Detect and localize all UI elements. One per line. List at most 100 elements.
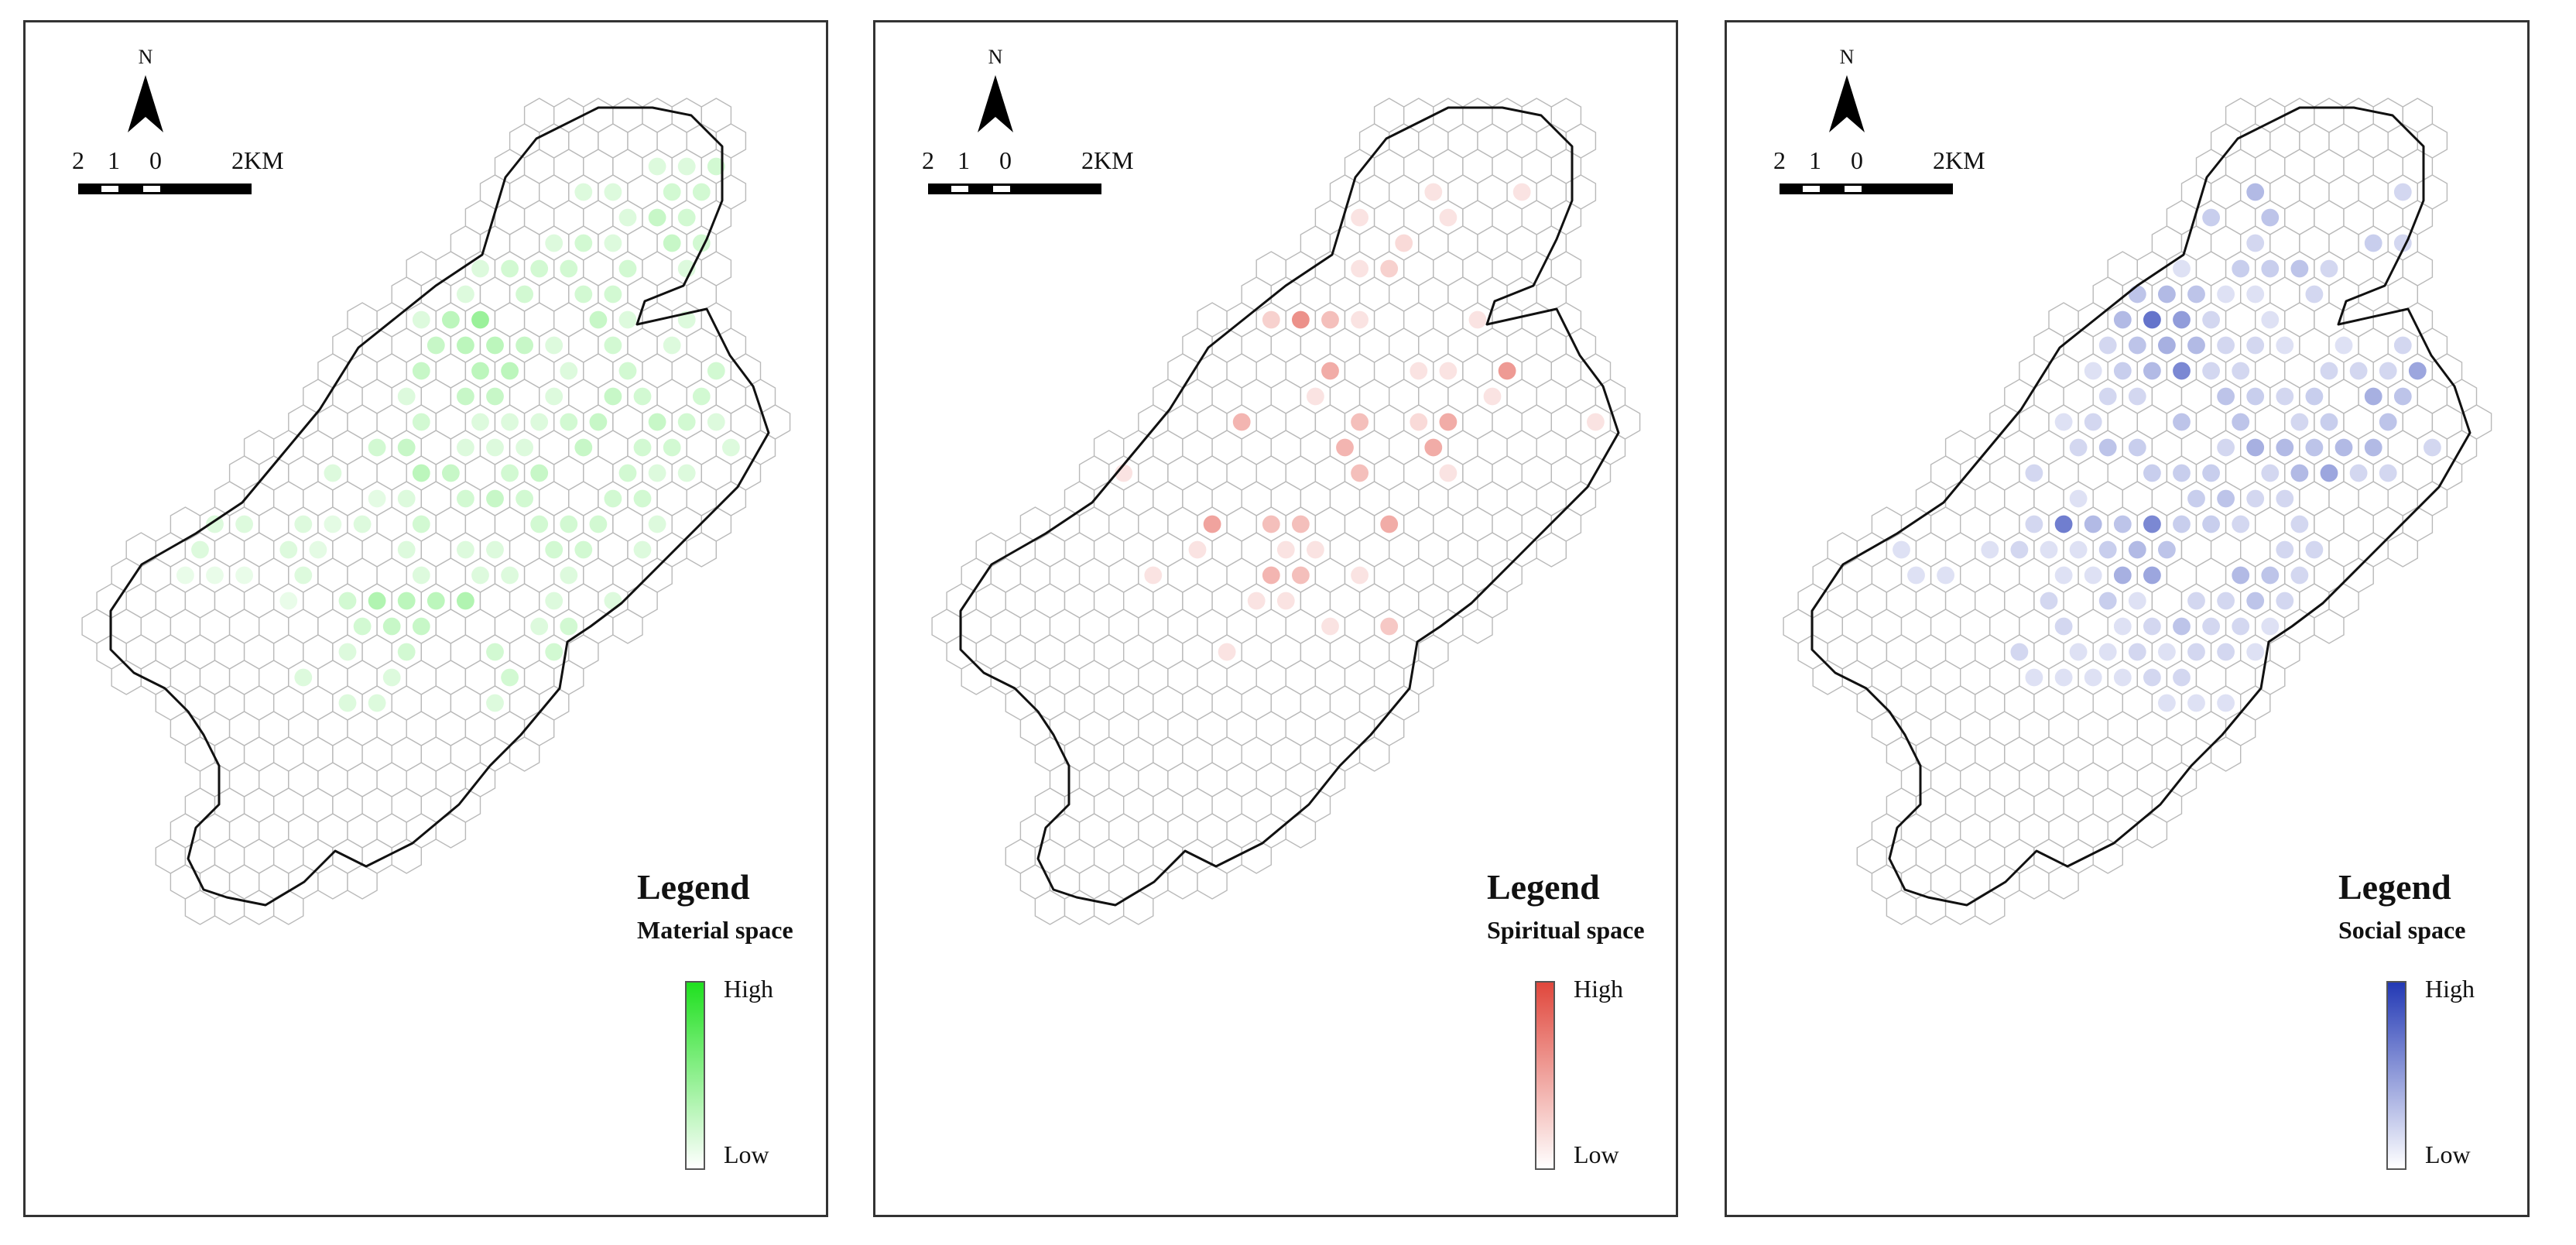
intensity-dot [2158, 694, 2176, 712]
intensity-dot [2364, 438, 2382, 457]
intensity-dot [648, 413, 666, 431]
intensity-dot [2261, 259, 2280, 278]
intensity-dot [486, 387, 504, 406]
intensity-dot [2290, 515, 2309, 533]
scale-tick-label: 2 [1773, 146, 1786, 174]
intensity-dot [1292, 566, 1310, 585]
intensity-dot [235, 566, 253, 585]
intensity-dot [560, 566, 578, 585]
intensity-dot [604, 489, 622, 508]
intensity-dot [1351, 413, 1368, 431]
intensity-dot [2290, 464, 2309, 482]
intensity-dot [397, 643, 416, 661]
intensity-dot [2187, 336, 2205, 355]
intensity-dot [2276, 387, 2294, 406]
intensity-dot [2320, 362, 2338, 380]
intensity-dot [1351, 310, 1368, 329]
intensity-dot [2246, 643, 2265, 661]
intensity-dot [501, 362, 519, 380]
intensity-dot [633, 438, 652, 457]
intensity-dot [2143, 464, 2161, 482]
intensity-dot [530, 259, 549, 278]
intensity-dot [353, 515, 372, 533]
intensity-dot [2408, 362, 2427, 380]
scale-bar: 2 1 0 2KM [72, 146, 284, 216]
legend-low-label: Low [2425, 1140, 2471, 1168]
intensity-dot [2084, 566, 2102, 585]
intensity-dot [2334, 336, 2353, 355]
intensity-dot [707, 157, 725, 176]
intensity-dot [2187, 489, 2205, 508]
intensity-dot [2158, 643, 2176, 661]
intensity-dot [2276, 438, 2294, 457]
intensity-dot [2290, 566, 2309, 585]
intensity-dot [1292, 515, 1310, 533]
intensity-dot [618, 362, 637, 380]
intensity-dot [618, 259, 637, 278]
intensity-dot [1351, 566, 1368, 585]
intensity-dot [2143, 566, 2161, 585]
intensity-dot [235, 515, 253, 533]
legend-color-ramp [1535, 981, 1555, 1170]
intensity-dot [2276, 336, 2294, 355]
intensity-dot [397, 592, 416, 610]
region-boundary [959, 106, 1620, 907]
scale-tick-label: 1 [108, 146, 120, 174]
intensity-dot [368, 592, 386, 610]
intensity-dot [560, 413, 578, 431]
intensity-dot [2113, 668, 2132, 687]
intensity-dot [604, 234, 622, 252]
intensity-dot [1247, 592, 1266, 610]
intensity-dot [618, 310, 637, 329]
intensity-dot [2069, 438, 2088, 457]
north-arrow-icon [1829, 75, 1865, 132]
intensity-dot [368, 489, 386, 508]
intensity-dot [604, 592, 622, 610]
intensity-dot [530, 515, 549, 533]
hex-cell [435, 813, 467, 849]
intensity-dot [2187, 592, 2205, 610]
intensity-dot [633, 489, 652, 508]
intensity-dot [2054, 515, 2073, 533]
intensity-dot [2128, 540, 2146, 559]
intensity-dot [545, 643, 564, 661]
hex-grid-map [81, 98, 791, 925]
intensity-dot [589, 515, 608, 533]
intensity-dot [486, 694, 504, 712]
intensity-dot [471, 566, 489, 585]
intensity-dot [2025, 668, 2043, 687]
intensity-dot [589, 413, 608, 431]
intensity-dot [2173, 362, 2191, 380]
intensity-dot [2349, 362, 2368, 380]
hex-cell [2136, 813, 2168, 849]
intensity-dot [338, 694, 357, 712]
intensity-dot [2113, 566, 2132, 585]
intensity-dot [1587, 413, 1605, 431]
intensity-dot [2232, 515, 2250, 533]
intensity-dot [2084, 515, 2102, 533]
intensity-dot [457, 438, 474, 457]
intensity-dot [516, 489, 533, 508]
intensity-dot [2010, 643, 2029, 661]
intensity-dot [604, 336, 622, 355]
intensity-dot [1893, 540, 1910, 559]
north-label: N [988, 46, 1003, 68]
intensity-dot [486, 540, 504, 559]
intensity-dot [2187, 694, 2205, 712]
intensity-dot [663, 438, 681, 457]
intensity-dot [2261, 617, 2280, 636]
intensity-dot [618, 208, 637, 227]
intensity-dot [2246, 336, 2265, 355]
intensity-dot [2143, 362, 2161, 380]
hex-cell [2314, 609, 2345, 644]
north-arrow: N [1820, 46, 1874, 154]
intensity-dot [412, 515, 430, 533]
intensity-dot [2246, 387, 2265, 406]
intensity-dot [574, 234, 593, 252]
intensity-dot [471, 259, 489, 278]
intensity-dot [2261, 208, 2280, 227]
intensity-dot [2202, 310, 2220, 329]
hex-grid-map [1783, 98, 2492, 925]
hex-cell [2092, 839, 2123, 874]
north-arrow-icon [978, 75, 1013, 132]
